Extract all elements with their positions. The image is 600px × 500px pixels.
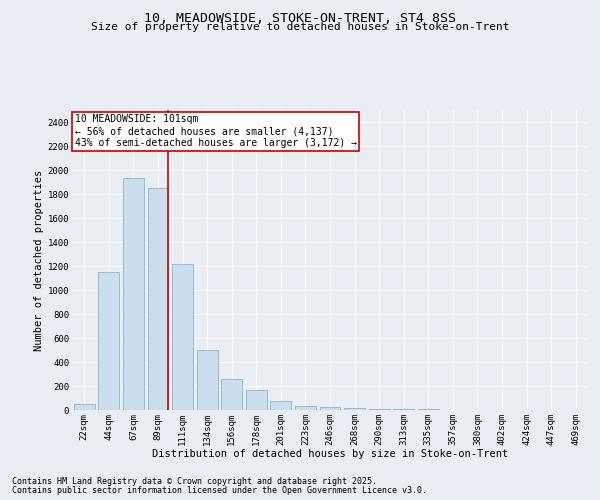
Bar [74, 404, 95, 410]
Bar [221, 379, 242, 410]
Bar [271, 401, 292, 410]
Bar [320, 407, 340, 410]
X-axis label: Distribution of detached houses by size in Stoke-on-Trent: Distribution of detached houses by size … [152, 449, 508, 459]
Bar [148, 188, 169, 410]
Bar [123, 178, 144, 410]
Bar [197, 350, 218, 410]
Text: 10 MEADOWSIDE: 101sqm
← 56% of detached houses are smaller (4,137)
43% of semi-d: 10 MEADOWSIDE: 101sqm ← 56% of detached … [74, 114, 356, 148]
Y-axis label: Number of detached properties: Number of detached properties [34, 170, 44, 350]
Text: Contains public sector information licensed under the Open Government Licence v3: Contains public sector information licen… [12, 486, 427, 495]
Bar [246, 390, 267, 410]
Text: Contains HM Land Registry data © Crown copyright and database right 2025.: Contains HM Land Registry data © Crown c… [12, 477, 377, 486]
Bar [295, 406, 316, 410]
Bar [344, 408, 365, 410]
Bar [172, 264, 193, 410]
Bar [98, 272, 119, 410]
Text: Size of property relative to detached houses in Stoke-on-Trent: Size of property relative to detached ho… [91, 22, 509, 32]
Text: 10, MEADOWSIDE, STOKE-ON-TRENT, ST4 8SS: 10, MEADOWSIDE, STOKE-ON-TRENT, ST4 8SS [144, 12, 456, 26]
